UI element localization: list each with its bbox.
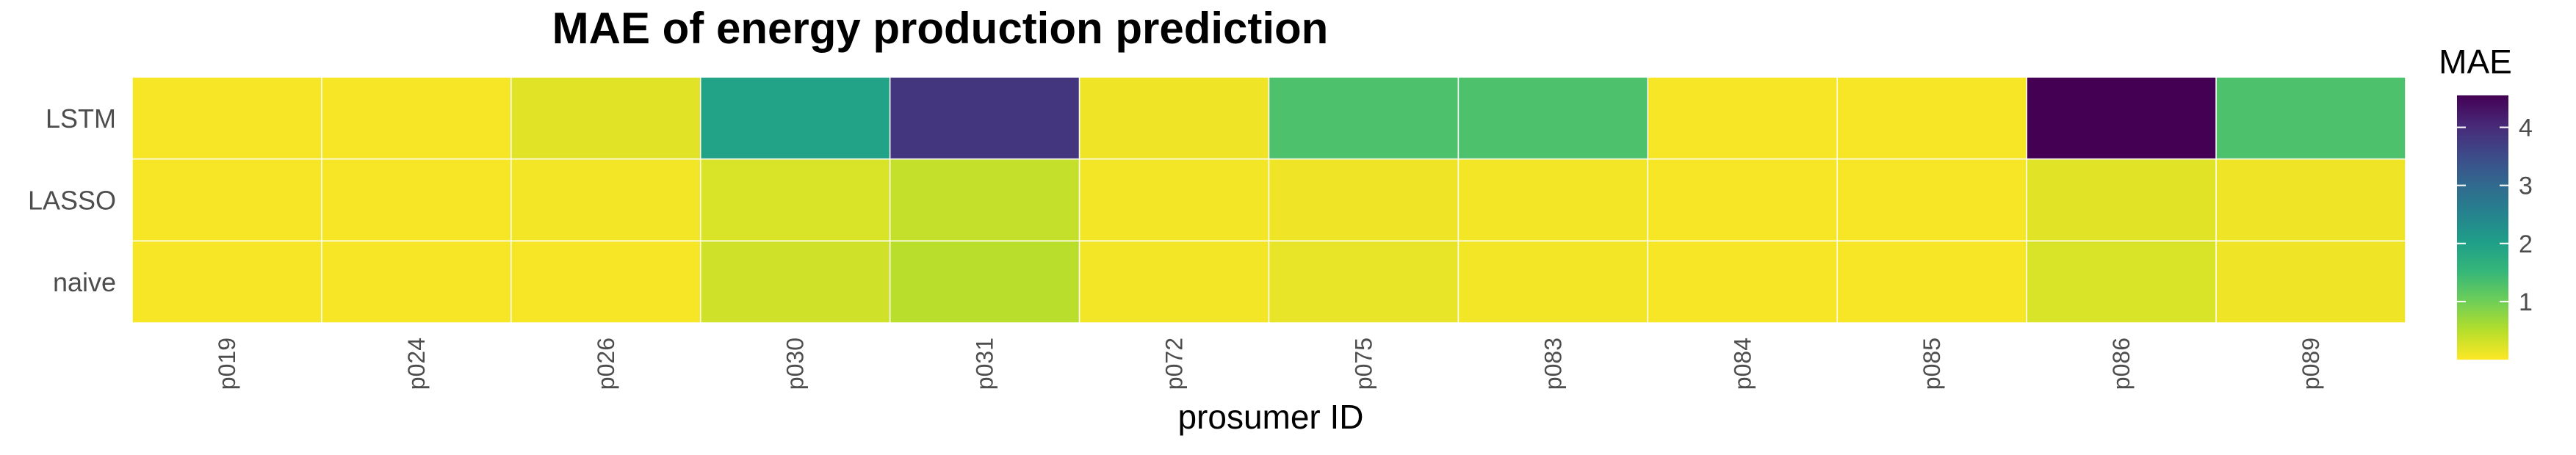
x-tick-label: p086 [2108,338,2135,390]
y-axis-labels: LSTM LASSO naive [28,103,116,297]
colorbar-title: MAE [2439,43,2512,81]
heatmap-cell-lstm-p089 [2215,76,2406,160]
x-tick-label: p083 [1540,338,1566,390]
heatmap-cells [131,76,2406,324]
x-tick-label: p030 [782,338,809,390]
heatmap-cell-naive-p085 [1836,240,2027,324]
x-tick-label: p026 [593,338,619,390]
x-tick-label: p084 [1729,338,1756,390]
heatmap-cell-lstm-p075 [1268,76,1460,160]
heatmap-cell-naive-p030 [700,240,891,324]
x-tick-label: p075 [1350,338,1377,390]
x-tick-label: p019 [214,338,240,390]
heatmap-cell-lasso-p072 [1078,158,1270,242]
heatmap-cell-lstm-p030 [700,76,891,160]
x-axis-labels: p019 p024 p026 p030 p031 p072 p075 p083 p084 p085… [214,338,2324,390]
chart-title: MAE of energy production prediction [552,4,1329,53]
heatmap-cell-lstm-p031 [889,76,1080,160]
heatmap-cell-naive-p024 [321,240,512,324]
heatmap-cell-naive-p019 [131,240,322,324]
heatmap-cell-lasso-p024 [321,158,512,242]
heatmap-cell-lstm-p085 [1836,76,2027,160]
heatmap-cell-lasso-p084 [1647,158,1838,242]
heatmap-cell-naive-p072 [1078,240,1270,324]
x-tick-label: p085 [1919,338,1945,390]
x-tick-label: p024 [403,338,430,390]
colorbar-tick-label: 2 [2519,230,2533,258]
heatmap-cell-naive-p075 [1268,240,1460,324]
heatmap-cell-lstm-p084 [1647,76,1838,160]
heatmap-cell-naive-p084 [1647,240,1838,324]
heatmap-cell-lasso-p083 [1457,158,1649,242]
heatmap-cell-lasso-p085 [1836,158,2027,242]
heatmap-cell-naive-p031 [889,240,1080,324]
heatmap-cell-naive-p026 [510,240,701,324]
heatmap-cell-lstm-p072 [1078,76,1270,160]
heatmap-cell-naive-p086 [2026,240,2217,324]
y-tick-label: naive [53,267,116,297]
heatmap-cell-lasso-p030 [700,158,891,242]
heatmap-cell-lstm-p086 [2026,76,2217,160]
x-axis-title: prosumer ID [1177,398,1363,436]
heatmap-cell-lstm-p083 [1457,76,1649,160]
heatmap-cell-naive-p089 [2215,240,2406,324]
colorbar-tick-label: 4 [2519,114,2533,142]
heatmap-cell-lstm-p024 [321,76,512,160]
heatmap-cell-lasso-p031 [889,158,1080,242]
heatmap-cell-lasso-p075 [1268,158,1460,242]
colorbar-tick-label: 1 [2519,288,2533,316]
heatmap-cell-lasso-p019 [131,158,322,242]
y-tick-label: LSTM [46,103,116,134]
heatmap-cell-lstm-p019 [131,76,322,160]
x-tick-label: p072 [1161,338,1188,390]
colorbar-tick-label: 3 [2519,172,2533,200]
x-tick-label: p031 [972,338,998,390]
x-tick-label: p089 [2298,338,2324,390]
heatmap-cell-lasso-p089 [2215,158,2406,242]
y-tick-label: LASSO [28,186,116,216]
colorbar-gradient [2457,95,2508,360]
heatmap-cell-lasso-p026 [510,158,701,242]
heatmap-cell-naive-p083 [1457,240,1649,324]
heatmap-cell-lstm-p026 [510,76,701,160]
colorbar: MAE 1 2 3 4 [2439,43,2533,360]
heatmap-cell-lasso-p086 [2026,158,2217,242]
